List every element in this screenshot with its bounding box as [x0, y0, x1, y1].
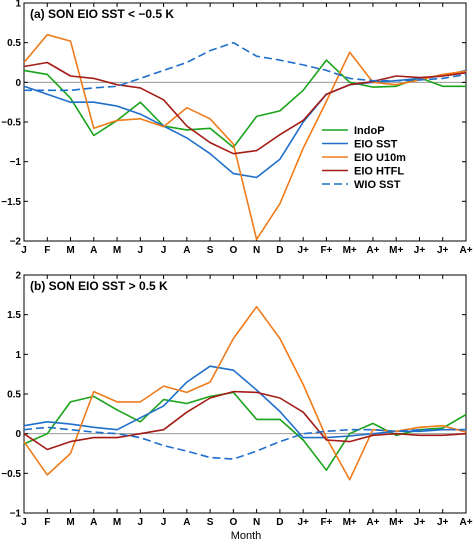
panel-a-frame	[23, 2, 467, 242]
panel-b-xtick-label: A	[183, 517, 190, 528]
panel-a-ytick-label: −0.5	[1, 118, 21, 129]
panel-a-xtick-label: N	[253, 245, 260, 256]
panel-b-xtick-label: J	[138, 517, 144, 528]
panel-a-xtick-label: M+	[343, 245, 357, 256]
panel-b-series-eio-htfl	[23, 390, 467, 451]
panel-a-legend-label: EIO SST	[354, 139, 398, 151]
panel-a-series-eio-u10m	[23, 33, 467, 241]
panel-a-ytick-label: 0	[15, 78, 21, 89]
panel-a-xtick-label: A+	[459, 245, 472, 256]
panel-a-ytick-label: −1	[10, 157, 22, 168]
panel-a-series-indop	[23, 59, 466, 149]
x-axis-label: Month	[231, 530, 262, 541]
panel-b-xtick-label: M	[113, 517, 121, 528]
panel-a-xtick-label: M	[66, 245, 74, 256]
panel-a-ytick-label: −1.5	[1, 197, 21, 208]
panel-a-xtick-label: J	[138, 245, 144, 256]
panel-b-ytick-label: 0	[15, 429, 21, 440]
panel-a-xtick-label: J	[21, 245, 27, 256]
panel-b-ytick-label: 1	[15, 350, 21, 361]
panel-b-xtick-label: D	[276, 517, 283, 528]
panel-b-xtick-label: J+	[297, 517, 309, 528]
panel-b-xtick-label: J+	[414, 517, 426, 528]
panel-b-xtick-label: F+	[320, 517, 332, 528]
panel-a-xtick-label: J+	[414, 245, 426, 256]
panel-b-xtick-label: F	[44, 517, 50, 528]
panel-a-ytick-label: −2	[10, 237, 22, 248]
panel-a-legend-label: IndoP	[354, 125, 385, 137]
panel-b-xtick-label: J+	[437, 517, 449, 528]
panel-b-series-wio-sst	[23, 426, 466, 460]
panel-a-xtick-label: S	[207, 245, 214, 256]
panel-a-xtick-label: A	[183, 245, 190, 256]
panel-a-plot: 10.50−0.5−1−1.5−2J F M A M J J A S O N D J+ F+ M+ A+ M+ J…	[1, 0, 472, 256]
panel-a-ytick-label: 0.5	[7, 38, 21, 49]
panel-b-xtick-label: A	[90, 517, 97, 528]
panel-b-xtick-label: M+	[389, 517, 403, 528]
panel-b-xtick-label: N	[253, 517, 260, 528]
panel-b-ytick-label: 0.5	[7, 390, 21, 401]
panel-a-xtick-label: A	[90, 245, 97, 256]
panel-b-xtick-label: J	[21, 517, 27, 528]
panel-b-ytick-label: −1	[10, 509, 22, 520]
panel-b-ytick-label: −0.5	[1, 469, 21, 480]
panel-a-title: (a) SON EIO SST < −0.5 K	[30, 7, 174, 21]
panel-a-xtick-label: F+	[320, 245, 332, 256]
panel-a-series-eio-sst	[23, 69, 467, 179]
panel-b-title: (b) SON EIO SST > 0.5 K	[30, 279, 168, 293]
panel-a-xtick-label: D	[276, 245, 283, 256]
panel-a-xtick-label: J	[161, 245, 167, 256]
panel-b-xtick-label: M+	[343, 517, 357, 528]
panel-a-series-wio-sst	[24, 41, 467, 92]
panel-a-ytick-label: 1	[15, 0, 21, 10]
panel-b-xtick-label: O	[229, 517, 237, 528]
panel-b-xtick-label: M	[66, 517, 74, 528]
panel-a-legend-label: EIO U10m	[354, 152, 406, 164]
panel-b-ytick-label: 2	[15, 271, 21, 282]
panel-a-xtick-label: O	[229, 245, 237, 256]
panel-a-xtick-label: M+	[389, 245, 403, 256]
panel-b-xtick-label: S	[207, 517, 214, 528]
panel-a-xtick-label: J+	[437, 245, 449, 256]
panel-a-series-eio-htfl	[23, 61, 467, 155]
panel-b-xtick-label: A+	[366, 517, 379, 528]
panel-a-xtick-label: M	[113, 245, 121, 256]
panel-b-xtick-label: A+	[459, 517, 472, 528]
panel-a-xtick-label: A+	[366, 245, 379, 256]
panel-b-plot: 21.510.50−0.5−1J F M A M J J A S O N D J+ F+ M+ A+ M+ J+ J…	[1, 271, 472, 529]
panel-b-xtick-label: J	[161, 517, 167, 528]
panel-b-frame	[23, 274, 467, 514]
panel-a-xtick-label: J+	[297, 245, 309, 256]
panel-a-legend-label: WIO SST	[354, 179, 401, 191]
panel-a-legend-label: EIO HTFL	[354, 166, 404, 178]
panel-a-xtick-label: F	[44, 245, 50, 256]
panel-b-ytick-label: 1.5	[7, 310, 21, 321]
panel-b-series-eio-u10m	[23, 305, 467, 481]
